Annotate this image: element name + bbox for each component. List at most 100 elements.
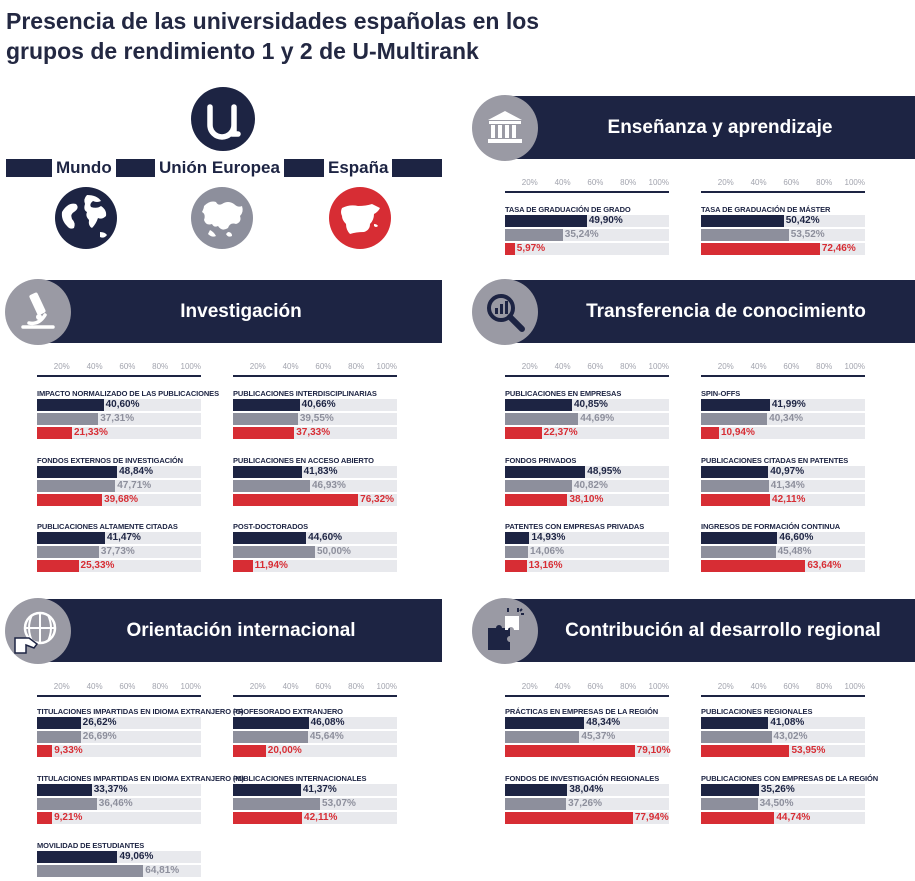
bar-union-europea: [701, 413, 768, 425]
metric-block: PUBLICACIONES CITADAS EN PATENTES 40,97% 4…: [701, 455, 865, 508]
bar-union-europea: [505, 546, 529, 558]
scale-tick-label: 20%: [717, 178, 734, 187]
bank-building-icon: [472, 95, 538, 161]
bar-espana: [505, 427, 542, 439]
bar-union-europea: [701, 229, 789, 241]
metric-label: PROFESORADO EXTRANJERO: [233, 707, 343, 716]
bar-value-label: 64,81%: [145, 865, 180, 876]
bar-track: 53,52%: [701, 229, 865, 241]
metric-label: TITULACIONES IMPARTIDAS EN IDIOMA EXTRAN…: [37, 707, 244, 716]
scale-tick-label: 20%: [521, 362, 538, 371]
bar-track: 40,97%: [701, 466, 865, 478]
bar-track: 49,06%: [37, 851, 201, 863]
bar-track: 40,34%: [701, 413, 865, 425]
bar-espana: [37, 745, 53, 757]
bar-value-label: 36,46%: [98, 798, 133, 809]
bar-mundo: [505, 215, 587, 227]
bar-track: 72,46%: [701, 243, 865, 255]
bar-value-label: 41,83%: [303, 466, 338, 477]
scale-tick-label: 80%: [348, 682, 365, 691]
bar-value-label: 40,60%: [105, 399, 140, 410]
bar-value-label: 50,00%: [317, 546, 351, 557]
bar-union-europea: [37, 413, 99, 425]
bar-value-label: 38,10%: [569, 494, 604, 505]
scale-tick-label: 60%: [119, 362, 136, 371]
bar-union-europea: [233, 731, 308, 743]
bar-value-label: 45,48%: [777, 546, 812, 557]
scale-tick-label: 60%: [315, 682, 332, 691]
bar-union-europea: [505, 480, 572, 492]
section-title-transferencia: Transferencia de conocimiento: [586, 301, 866, 322]
bar-espana: [701, 560, 806, 572]
bar-value-label: 45,37%: [581, 731, 616, 742]
bar-track: 5,97%: [505, 243, 669, 255]
bar-union-europea: [233, 546, 315, 558]
bar-value-label: 49,90%: [588, 215, 623, 226]
bar-track: 9,33%: [37, 745, 201, 757]
magnifier-chart-icon: [472, 279, 538, 345]
bar-track: 37,33%: [233, 427, 397, 439]
bar-value-label: 48,34%: [586, 717, 621, 728]
section-title-investigacion: Investigación: [180, 301, 302, 322]
bar-union-europea: [37, 480, 116, 492]
bar-espana: [505, 560, 527, 572]
scale-ruler: 20% 40% 60% 80% 100%: [505, 178, 669, 193]
section-band-contribucion: [509, 599, 915, 662]
bar-mundo: [233, 717, 309, 729]
scale-ruler: 20% 40% 60% 80% 100%: [37, 362, 201, 377]
metric-label: PRÁCTICAS EN EMPRESAS DE LA REGIÓN: [505, 707, 659, 716]
bar-value-label: 11,94%: [254, 560, 288, 571]
metric-label: IMPACTO NORMALIZADO DE LAS PUBLICACIONES: [37, 389, 219, 398]
bar-union-europea: [37, 731, 81, 743]
bar-track: 48,84%: [37, 466, 201, 478]
bar-mundo: [37, 532, 105, 544]
metric-block: PRÁCTICAS EN EMPRESAS DE LA REGIÓN 48,34%…: [505, 706, 671, 759]
bar-espana: [701, 427, 719, 439]
bar-track: 21,33%: [37, 427, 201, 439]
scale-ruler: 20% 40% 60% 80% 100%: [505, 362, 669, 377]
bar-value-label: 42,11%: [772, 494, 806, 505]
bar-track: 76,32%: [233, 494, 397, 506]
bar-track: 53,07%: [233, 798, 397, 810]
bar-mundo: [701, 717, 769, 729]
metric-label: PUBLICACIONES CITADAS EN PATENTES: [701, 456, 849, 465]
bar-value-label: 33,37%: [93, 784, 128, 795]
bar-track: 44,69%: [505, 413, 669, 425]
scale-tick-label: 60%: [587, 362, 604, 371]
bar-value-label: 53,07%: [322, 798, 356, 809]
bar-track: 46,60%: [701, 532, 865, 544]
bar-track: 38,10%: [505, 494, 669, 506]
scale-tick-label: 80%: [620, 362, 637, 371]
bar-mundo: [505, 717, 585, 729]
bar-mundo: [233, 532, 307, 544]
bar-mundo: [37, 399, 104, 411]
bar-value-label: 44,60%: [308, 532, 343, 543]
bar-track: 64,81%: [37, 865, 201, 877]
scale-tick-label: 60%: [587, 178, 604, 187]
scale-tick-label: 100%: [844, 682, 865, 691]
metric-label: MOVILIDAD DE ESTUDIANTES: [37, 841, 145, 850]
scale-tick-label: 60%: [119, 682, 136, 691]
bar-value-label: 48,95%: [587, 466, 622, 477]
scale-tick-label: 100%: [180, 682, 201, 691]
bar-espana: [37, 560, 79, 572]
bar-value-label: 50,42%: [785, 215, 820, 226]
metric-label: PUBLICACIONES INTERDISCIPLINARIAS: [233, 389, 377, 398]
bar-value-label: 48,84%: [119, 466, 154, 477]
bar-value-label: 79,10%: [636, 745, 671, 756]
bar-track: 39,55%: [233, 413, 397, 425]
bar-mundo: [505, 466, 586, 478]
bar-track: 46,08%: [233, 717, 397, 729]
bar-track: 35,24%: [505, 229, 669, 241]
metric-block: FONDOS PRIVADOS 48,95% 40,82% 38,10%: [505, 455, 669, 508]
bar-value-label: 40,97%: [770, 466, 805, 477]
spain-globe-icon: [328, 186, 392, 250]
bar-track: 47,71%: [37, 480, 201, 492]
scale-tick-label: 100%: [376, 682, 397, 691]
metric-label: TASA DE GRADUACIÓN DE MÁSTER: [701, 205, 831, 214]
scale-tick-label: 100%: [844, 178, 865, 187]
metric-block: PUBLICACIONES EN EMPRESAS 40,85% 44,69% 22,…: [505, 388, 669, 441]
bar-value-label: 21,33%: [73, 427, 108, 438]
bar-espana: [701, 812, 775, 824]
bar-value-label: 40,34%: [769, 413, 804, 424]
